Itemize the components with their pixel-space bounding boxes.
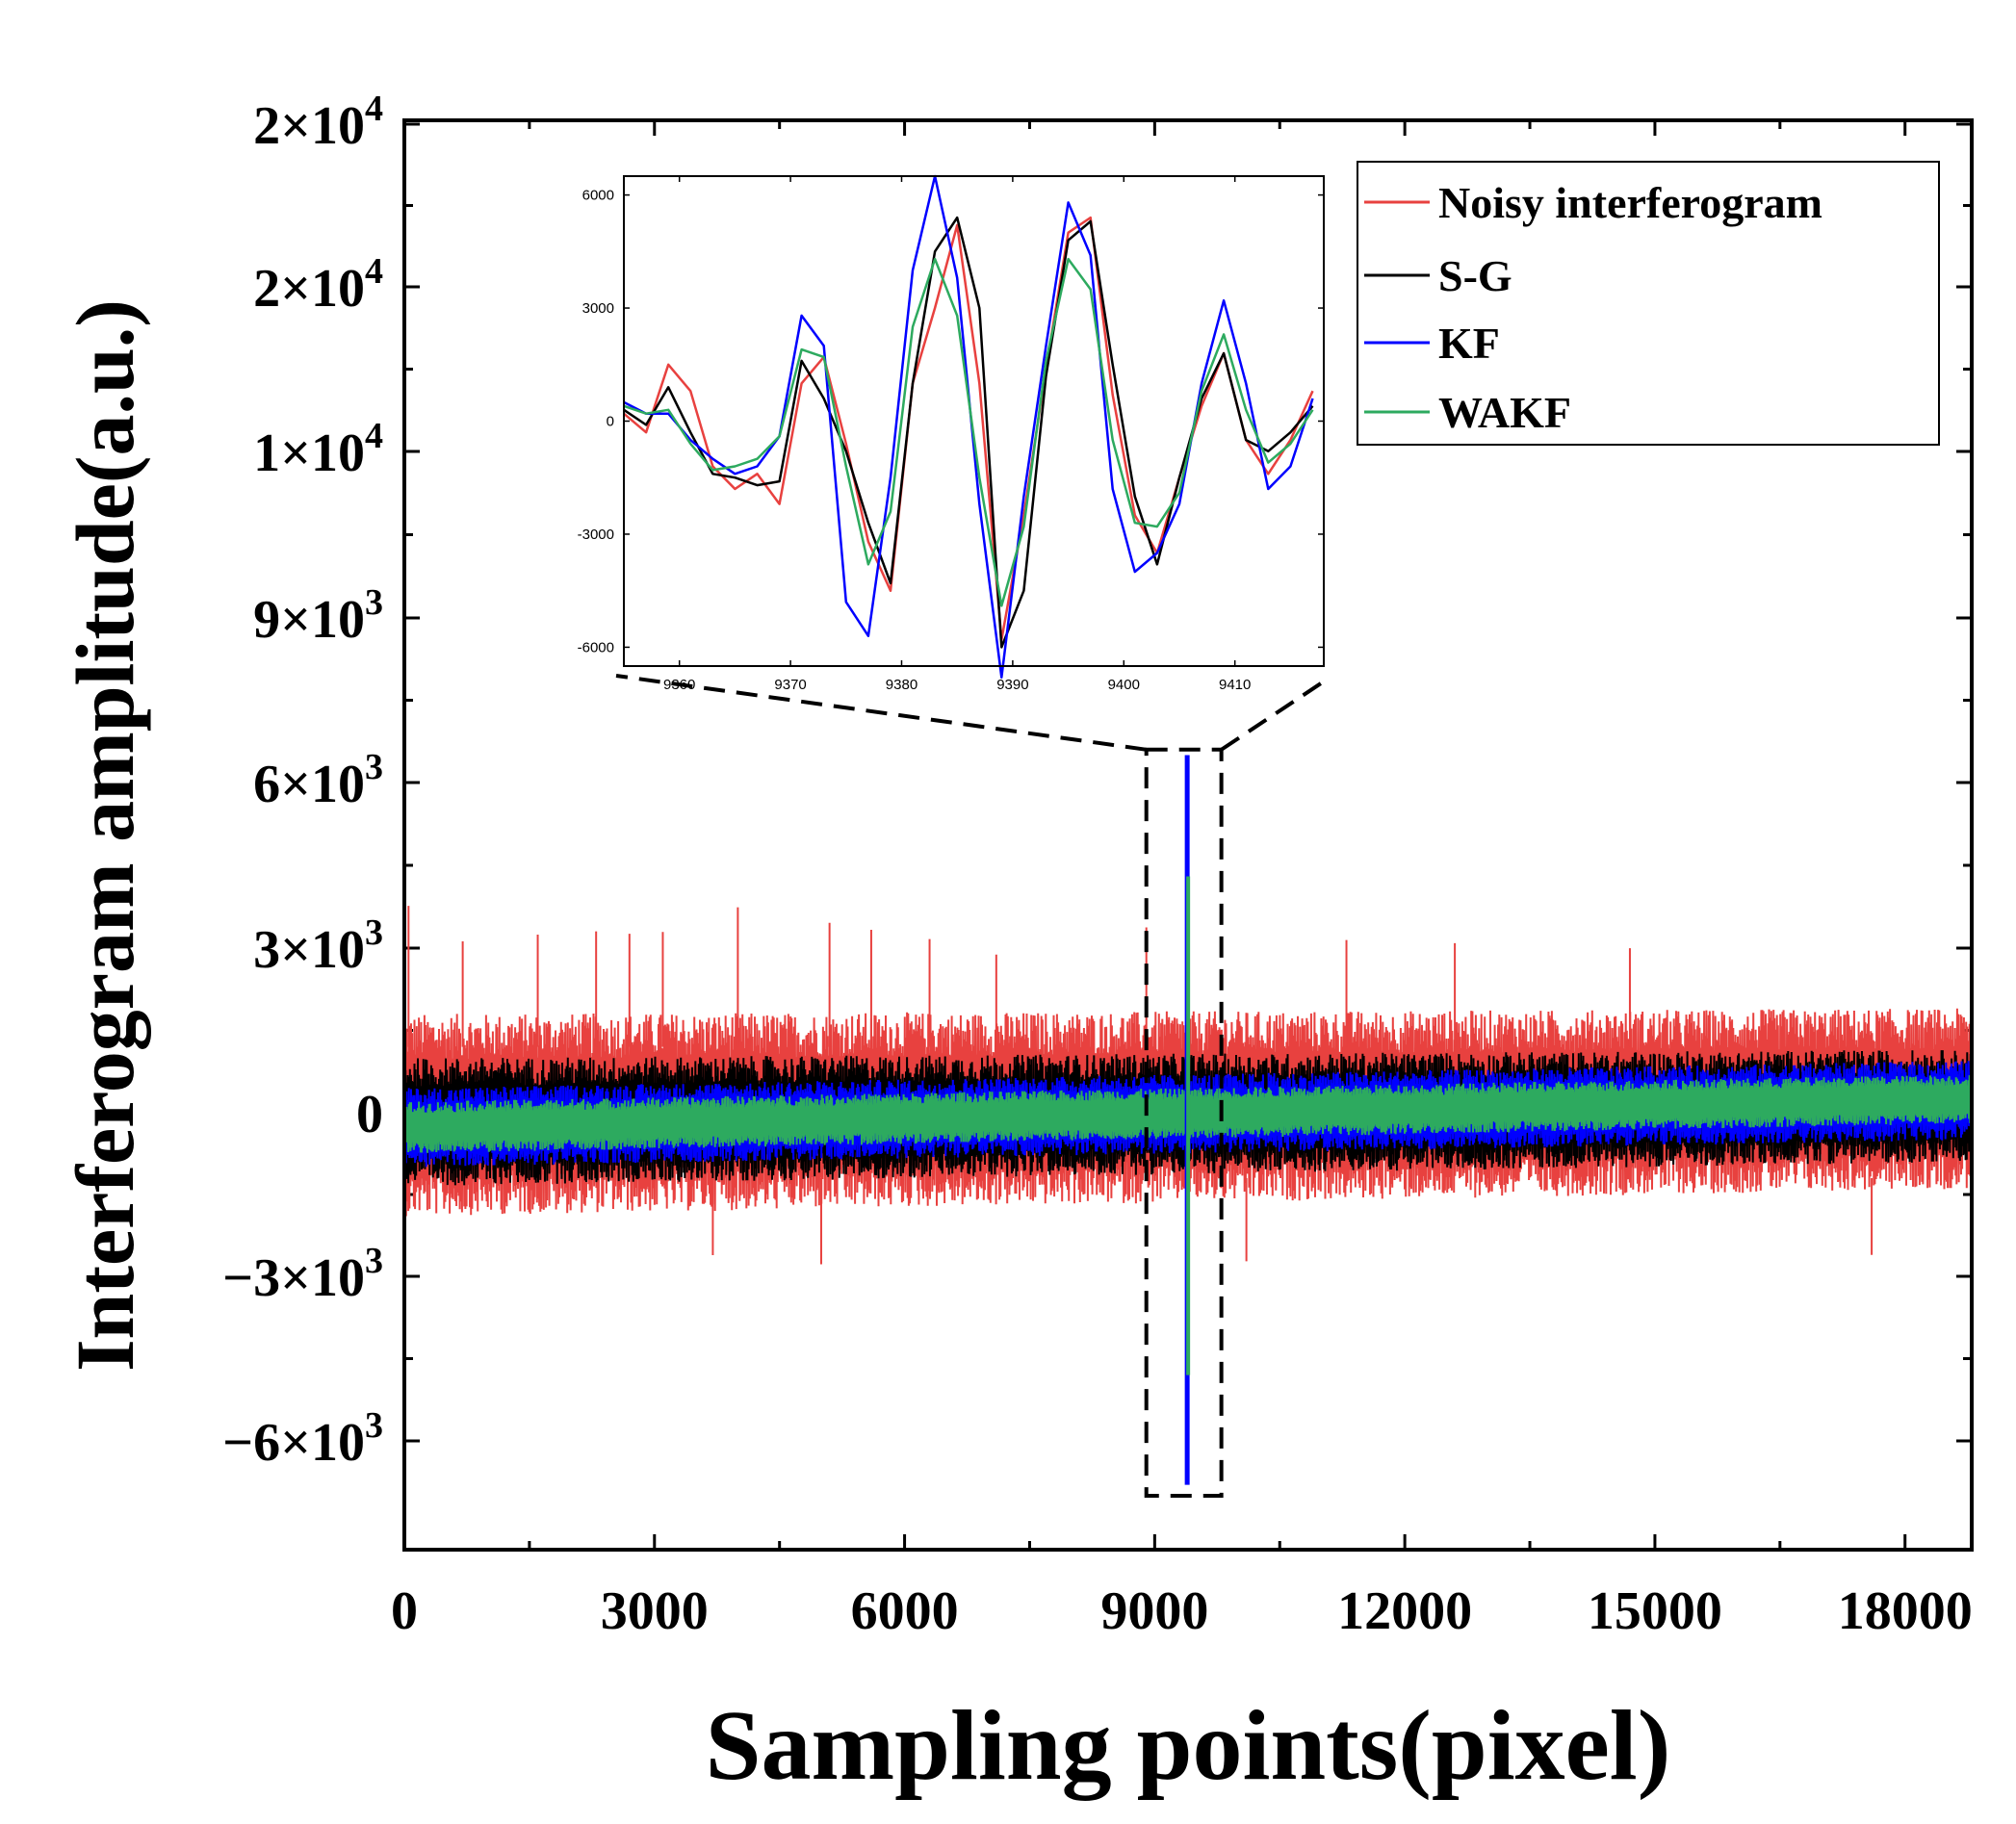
inset-background [624, 176, 1324, 666]
legend-box [1357, 161, 1940, 446]
zoom-connector-right [1220, 680, 1326, 752]
inset-x-tick-label: 9410 [1219, 677, 1251, 693]
y-tick-label-base: 1×10 [253, 424, 365, 483]
y-tick-label-exp: 3 [365, 747, 383, 787]
x-tick-label: 6000 [851, 1581, 959, 1641]
inset-line-wakf [623, 257, 1314, 607]
x-tick-label: 15000 [1588, 1581, 1722, 1641]
y-tick-label-base: −3×10 [222, 1248, 365, 1308]
y-tick-label: 9×103 [253, 582, 383, 650]
y-tick-label: 1×104 [253, 416, 383, 483]
plot-frame [402, 118, 1974, 1552]
inset-line-noisy-interferogram [623, 216, 1314, 641]
y-tick-label-exp: 3 [365, 1241, 383, 1281]
y-tick-label: 2×104 [253, 251, 383, 319]
inset-y-tick-label: -3000 [578, 527, 614, 543]
inset-y-tick-label: 0 [607, 414, 614, 430]
x-axis-title: Sampling points(pixel) [706, 1690, 1671, 1801]
inset-y-tick-label: 6000 [582, 188, 614, 204]
legend: Noisy interferogram S-G KF WAKF [1357, 161, 1940, 446]
y-tick-label-exp: 4 [365, 89, 383, 129]
y-tick-label-exp: 4 [365, 251, 383, 292]
y-tick-label-base: 9×10 [253, 590, 365, 650]
y-tick-label: 0 [356, 1085, 383, 1144]
x-tick-label: 9000 [1100, 1581, 1208, 1641]
y-tick-label: −6×103 [222, 1405, 383, 1473]
inset-frame [623, 175, 1325, 667]
x-tick-label: 3000 [601, 1581, 709, 1641]
main-data-layer [406, 755, 1970, 1485]
y-tick-label-exp: 3 [365, 582, 383, 623]
legend-label-sg: S-G [1438, 251, 1512, 300]
legend-label-wakf: WAKF [1438, 388, 1571, 437]
y-tick-label: 6×103 [253, 747, 383, 814]
inset-data-layer [623, 174, 1314, 679]
y-tick-label-base: 2×10 [253, 96, 365, 156]
x-tick-label: 18000 [1838, 1581, 1973, 1641]
y-tick-label-base: −6×10 [222, 1413, 365, 1473]
zoom-connector-left [615, 674, 1147, 752]
inset-x-tick-label: 9370 [774, 677, 806, 693]
inset-x-tick-label: 9390 [996, 677, 1028, 693]
y-tick-label: 3×103 [253, 912, 383, 980]
inset-y-tick-label: 3000 [582, 300, 614, 317]
zoom-guide [615, 674, 1326, 1498]
y-tick-label-base: 6×10 [253, 755, 365, 814]
inset-x-tick-label: 9360 [663, 677, 695, 693]
y-axis-title: Interferogram amplitude(a.u.) [59, 299, 151, 1372]
inset-x-tick-label: 9380 [886, 677, 918, 693]
zoom-box [1144, 747, 1224, 1498]
inset-y-tick-label: -6000 [578, 639, 614, 655]
x-tick-label: 0 [391, 1581, 418, 1641]
legend-label-noisy: Noisy interferogram [1438, 178, 1822, 227]
inset-x-tick-label: 9400 [1108, 677, 1140, 693]
y-tick-label-exp: 3 [365, 1405, 383, 1446]
x-tick-label: 12000 [1337, 1581, 1472, 1641]
y-tick-label-base: 0 [356, 1085, 383, 1144]
y-tick-label-base: 2×10 [253, 259, 365, 319]
inset-axes-ticks: 9360 9370 9380 9390 9400 9410 -6000 -3000 0 3000 6… [578, 176, 1324, 693]
y-tick-label-exp: 4 [365, 416, 383, 456]
series-layer [406, 755, 1970, 1485]
y-tick-label: −3×103 [222, 1241, 383, 1308]
main-axes-ticks: 0 3000 6000 9000 12000 15000 18000−6×103−3×103… [222, 89, 1973, 1641]
inset-chart: 9360 9370 9380 9390 9400 9410 -6000 -3000 0 3000 6… [578, 174, 1325, 693]
y-tick-label-base: 3×10 [253, 920, 365, 980]
legend-label-kf: KF [1438, 319, 1500, 368]
y-tick-label: 2×104 [253, 89, 383, 156]
y-tick-label-exp: 3 [365, 912, 383, 953]
